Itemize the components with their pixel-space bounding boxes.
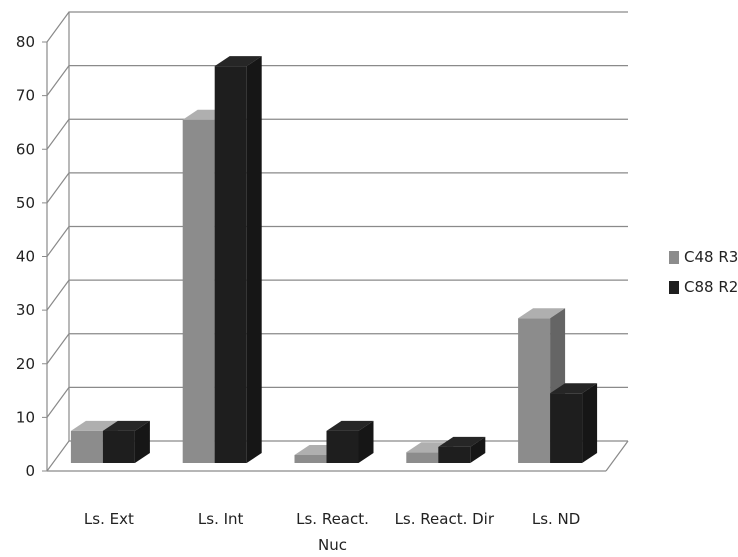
bar-top bbox=[438, 436, 486, 447]
gridline-80 bbox=[46, 11, 628, 43]
bar-top bbox=[550, 383, 598, 394]
bar-2-2 bbox=[214, 56, 262, 464]
gridline-10 bbox=[46, 386, 628, 418]
y-axis-ticks: 0 10 20 30 40 50 60 70 80 bbox=[16, 33, 47, 480]
gridline-20 bbox=[46, 333, 628, 365]
y-tick-label-80: 80 bbox=[16, 33, 35, 51]
x-axis-labels: Ls. Ext Ls. Int Ls. React. Nuc Ls. React. Di… bbox=[84, 510, 580, 554]
bar-2-5 bbox=[550, 383, 598, 463]
legend-label-series-2: C88 R2 bbox=[684, 278, 738, 296]
y-tick-label-30: 30 bbox=[16, 301, 35, 319]
gridline-30 bbox=[46, 279, 628, 311]
legend-swatch-series-2 bbox=[669, 280, 679, 294]
gridlines bbox=[46, 11, 628, 472]
legend-swatch-series-1 bbox=[669, 250, 679, 264]
bar-2-4 bbox=[438, 436, 486, 463]
legend-item-series-2: C88 R2 bbox=[669, 276, 738, 298]
y-tick-label-10: 10 bbox=[16, 408, 35, 426]
bar-top bbox=[102, 420, 150, 431]
y-tick-label-60: 60 bbox=[16, 140, 35, 158]
legend-item-series-1: C48 R3 bbox=[669, 246, 738, 268]
x-tick-label-3: Ls. React. Nuc bbox=[296, 510, 369, 554]
y-tick-label-40: 40 bbox=[16, 248, 35, 266]
bar-front bbox=[70, 430, 103, 463]
y-tick-label-50: 50 bbox=[16, 194, 35, 212]
bar-side bbox=[470, 436, 486, 463]
bar-side bbox=[582, 383, 598, 463]
y-tick-label-0: 0 bbox=[25, 462, 35, 480]
x-tick-label-1: Ls. Ext bbox=[84, 510, 134, 528]
bar-top bbox=[518, 308, 566, 319]
bar-2-1 bbox=[102, 420, 150, 463]
bar-front bbox=[182, 119, 215, 464]
legend-label-series-1: C48 R3 bbox=[684, 248, 738, 266]
bar-top bbox=[326, 420, 374, 431]
bar-side bbox=[134, 420, 150, 463]
x-tick-label-5: Ls. ND bbox=[532, 510, 580, 528]
bar-front bbox=[214, 66, 247, 464]
gridline-0 bbox=[46, 440, 628, 472]
bar-front bbox=[550, 393, 583, 463]
bar-front bbox=[326, 430, 359, 463]
bar-front bbox=[518, 318, 551, 463]
x-tick-label-2: Ls. Int bbox=[198, 510, 244, 528]
gridline-70 bbox=[46, 65, 628, 96]
x-tick-label-4: Ls. React. Dir bbox=[395, 510, 495, 528]
bar-top bbox=[70, 420, 118, 431]
bar-side bbox=[358, 420, 374, 463]
bar-front bbox=[406, 452, 439, 463]
bar-front bbox=[102, 430, 135, 463]
bars bbox=[70, 56, 598, 464]
bar-side bbox=[246, 56, 262, 464]
gridline-50 bbox=[46, 172, 628, 204]
bar-front bbox=[294, 454, 327, 463]
bar-top bbox=[214, 56, 262, 67]
y-tick-label-70: 70 bbox=[16, 87, 35, 105]
bar-front bbox=[438, 446, 471, 463]
gridline-40 bbox=[46, 225, 628, 257]
floor-right-edge bbox=[605, 440, 629, 472]
legend: C48 R3 C88 R2 bbox=[669, 246, 738, 306]
bar-2-3 bbox=[326, 420, 374, 463]
gridline-60 bbox=[46, 118, 628, 150]
y-tick-label-20: 20 bbox=[16, 355, 35, 373]
